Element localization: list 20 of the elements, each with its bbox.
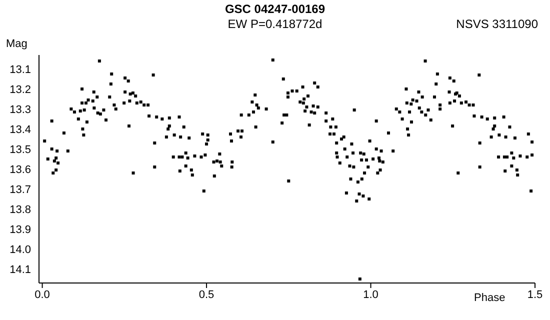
y-tick-label: 13.9 xyxy=(10,224,31,236)
y-tick-label: 13.4 xyxy=(10,124,31,136)
text: NSVS 3311090 xyxy=(456,17,538,31)
y-tick-label: 13.6 xyxy=(10,164,31,176)
y-tick-label: 14.1 xyxy=(10,264,31,276)
y-tick-label: 14.0 xyxy=(10,244,31,256)
chart-title: GSC 04247-00169 xyxy=(224,2,326,16)
chart-subtitle: EW P=0.418772d xyxy=(228,17,322,31)
y-tick-label: 13.2 xyxy=(10,84,31,96)
x-axis-title: Phase xyxy=(474,292,506,304)
x-tick-label: 0.5 xyxy=(198,288,214,301)
x-tick-label: 1.0 xyxy=(363,288,378,301)
y-tick-label: 13.3 xyxy=(10,104,31,116)
y-tick-label: 13.1 xyxy=(10,64,31,76)
y-tick-label: 13.8 xyxy=(10,204,31,216)
y-tick-label: 13.5 xyxy=(10,144,31,156)
x-tick-label: 0.0 xyxy=(34,288,50,301)
x-tick-label: 1.5 xyxy=(527,288,543,301)
y-tick-label: 13.7 xyxy=(10,184,31,196)
y-axis-title: Mag xyxy=(6,38,28,50)
